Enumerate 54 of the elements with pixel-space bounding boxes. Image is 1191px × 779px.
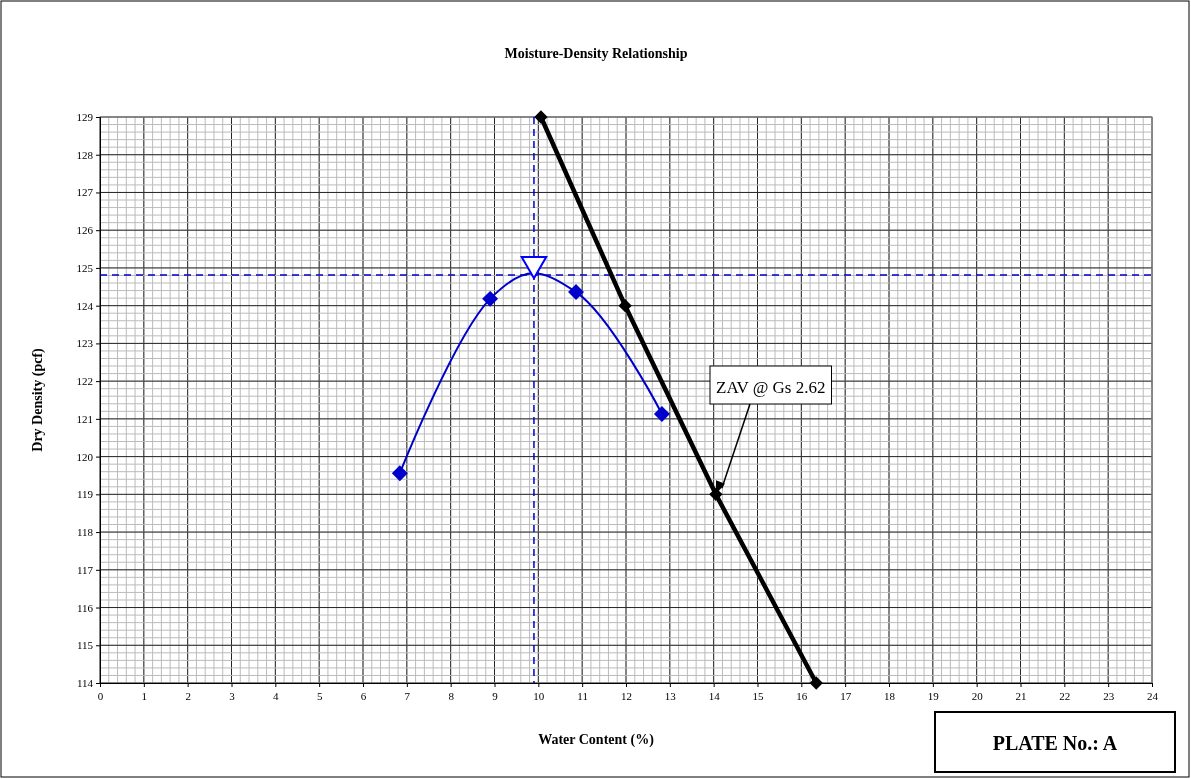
point — [618, 299, 632, 312]
x-tick-label: 24 — [1147, 689, 1159, 702]
x-tick-label: 2 — [185, 689, 191, 702]
x-tick-label: 14 — [708, 689, 721, 702]
x-tick-label: 5 — [316, 689, 323, 702]
x-tick-label: 19 — [927, 689, 940, 702]
x-tick-label: 22 — [1059, 689, 1071, 702]
x-tick-label: 4 — [273, 689, 280, 702]
x-tick-label: 16 — [796, 689, 808, 702]
x-tick-label: 23 — [1103, 689, 1115, 702]
point — [392, 465, 408, 481]
y-tick-label: 114 — [76, 677, 94, 690]
y-tick-label: 127 — [76, 186, 94, 199]
y-tick-label: 123 — [76, 337, 94, 350]
x-tick-label: 13 — [664, 689, 677, 702]
x-tick-label: 11 — [577, 689, 588, 702]
y-tick-label: 118 — [76, 526, 94, 539]
x-tick-label: 3 — [229, 689, 236, 702]
x-tick-label: 10 — [533, 689, 545, 702]
y-tick-label: 121 — [76, 412, 93, 425]
y-tick-label: 120 — [76, 450, 94, 463]
point — [709, 488, 723, 501]
x-tick-label: 15 — [752, 689, 764, 702]
y-tick-label: 126 — [76, 224, 94, 237]
x-tick-label: 0 — [97, 689, 104, 702]
point — [654, 406, 670, 422]
x-axis-title: Water Content (%) — [538, 732, 655, 748]
y-tick-label: 117 — [76, 563, 94, 576]
y-tick-label: 125 — [76, 261, 94, 274]
point — [568, 284, 584, 300]
y-tick-label: 116 — [76, 601, 94, 614]
point — [482, 291, 498, 307]
x-tick-label: 7 — [404, 689, 411, 702]
y-tick-label: 129 — [76, 111, 94, 124]
point — [810, 676, 823, 690]
text: PLATE No.: A — [992, 732, 1118, 754]
y-tick-label: 124 — [76, 299, 94, 312]
x-tick-label: 21 — [1015, 689, 1027, 702]
x-tick-label: 9 — [492, 689, 499, 702]
annotation: ZAV @ Gs 2.62 — [716, 378, 826, 397]
y-tick-label: 128 — [76, 148, 94, 161]
x-tick-label: 20 — [971, 689, 984, 702]
x-tick-label: 12 — [621, 689, 632, 702]
x-tick-label: 8 — [448, 689, 455, 702]
x-tick-label: 17 — [840, 689, 852, 702]
y-tick-label: 119 — [76, 488, 94, 501]
point — [534, 110, 548, 124]
x-tick-label: 6 — [360, 689, 367, 702]
chart-title: Moisture-Density Relationship — [504, 46, 688, 61]
y-tick-label: 122 — [76, 375, 93, 388]
x-tick-label: 18 — [884, 689, 896, 702]
x-tick-label: 1 — [141, 689, 148, 702]
y-axis-title: Dry Density (pcf) — [30, 347, 46, 452]
y-tick-label: 115 — [76, 639, 94, 652]
